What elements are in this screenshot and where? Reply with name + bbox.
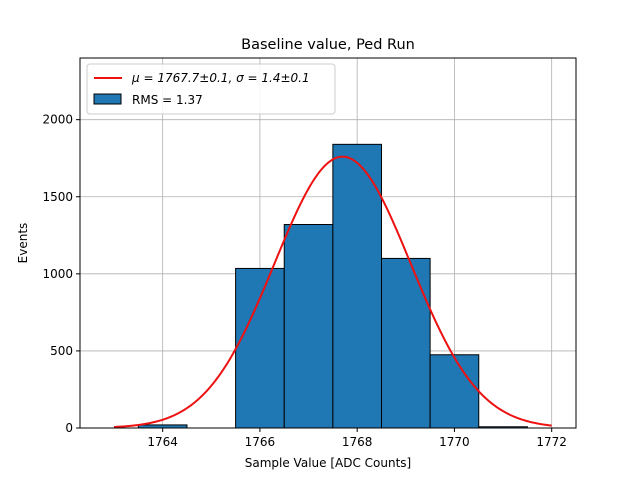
legend-histogram-swatch <box>93 93 122 105</box>
legend-box <box>86 63 336 115</box>
y-axis-label: Events <box>16 223 30 264</box>
x-axis-ticks: 1764 1766 1768 1770 1772 <box>147 428 567 449</box>
gaussian-fit <box>113 155 552 429</box>
x-tick-label: 1772 <box>536 435 567 449</box>
x-tick-label: 1766 <box>245 435 276 449</box>
x-tick-label: 1770 <box>439 435 470 449</box>
x-tick-label: 1768 <box>342 435 373 449</box>
histogram-bar <box>283 224 334 429</box>
chart-title: Baseline value, Ped Run <box>241 37 415 53</box>
y-tick-label: 500 <box>50 344 73 358</box>
legend-fit-sigma: σ = 1.4±0.1 <box>236 71 310 85</box>
histogram-bar <box>380 257 431 429</box>
fit-curve <box>113 155 552 429</box>
legend: μ = 1767.7±0.1, σ = 1.4±0.1 RMS = 1.37 <box>86 63 336 115</box>
legend-histogram-label: RMS = 1.37 <box>132 93 203 107</box>
histogram-bar <box>429 354 480 429</box>
y-tick-label: 1500 <box>42 190 73 204</box>
y-tick-label: 0 <box>65 421 73 435</box>
histogram-bars <box>137 143 528 429</box>
y-tick-label: 2000 <box>42 113 73 127</box>
histogram-bar <box>235 267 285 429</box>
x-tick-label: 1764 <box>147 435 178 449</box>
legend-fit-mu: μ = 1767.7±0.1, <box>131 71 236 85</box>
histogram-bar <box>332 143 382 429</box>
legend-fit-label: μ = 1767.7±0.1, σ = 1.4±0.1 <box>131 71 310 85</box>
plot-frame <box>79 57 577 429</box>
y-tick-label: 1000 <box>42 267 73 281</box>
x-axis-label: Sample Value [ADC Counts] <box>245 456 411 470</box>
y-axis-ticks: 0 500 1000 1500 2000 <box>42 113 80 435</box>
